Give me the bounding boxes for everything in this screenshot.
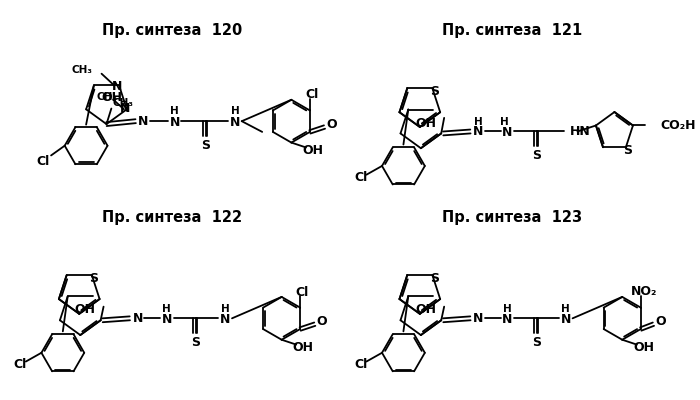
Text: N: N <box>230 116 240 129</box>
Text: OH: OH <box>415 117 436 130</box>
Text: CH₃: CH₃ <box>97 92 118 102</box>
Text: N: N <box>112 80 122 93</box>
Text: CH₃: CH₃ <box>112 98 133 108</box>
Text: N: N <box>502 313 512 326</box>
Text: S: S <box>532 149 541 162</box>
Text: Пр. синтеза  121: Пр. синтеза 121 <box>442 23 582 38</box>
Text: N: N <box>132 312 143 325</box>
Text: Cl: Cl <box>354 171 368 184</box>
Text: N: N <box>139 115 148 128</box>
Text: N: N <box>169 116 180 129</box>
Text: H: H <box>503 304 512 314</box>
Text: OH: OH <box>75 304 96 316</box>
Text: S: S <box>430 272 439 284</box>
Text: H: H <box>170 106 179 116</box>
Text: H: H <box>230 106 239 116</box>
Text: Cl: Cl <box>13 358 27 371</box>
Text: H: H <box>500 117 509 127</box>
Text: H: H <box>162 304 172 314</box>
Text: OH: OH <box>302 144 323 157</box>
Text: O: O <box>655 315 666 328</box>
Text: Cl: Cl <box>354 358 368 371</box>
Text: Пр. синтеза  122: Пр. синтеза 122 <box>102 210 242 225</box>
Text: N: N <box>162 313 172 326</box>
Text: OH: OH <box>293 341 314 354</box>
Text: S: S <box>623 144 632 157</box>
Text: S: S <box>90 272 98 284</box>
Text: S: S <box>192 336 200 349</box>
Text: CH₃: CH₃ <box>72 65 93 75</box>
Text: S: S <box>201 139 210 152</box>
Text: Cl: Cl <box>36 155 50 168</box>
Text: Пр. синтеза  123: Пр. синтеза 123 <box>442 210 582 225</box>
Text: N: N <box>561 313 571 326</box>
Text: N: N <box>502 126 512 139</box>
Text: OH: OH <box>101 90 122 104</box>
Text: N: N <box>473 312 484 325</box>
Text: HN: HN <box>570 125 590 138</box>
Text: CO₂H: CO₂H <box>660 119 696 132</box>
Text: S: S <box>532 336 541 349</box>
Text: O: O <box>316 315 327 328</box>
Text: Cl: Cl <box>295 286 309 298</box>
Text: O: O <box>326 118 337 130</box>
Text: N: N <box>473 125 484 138</box>
Text: H: H <box>474 117 482 127</box>
Text: NO₂: NO₂ <box>631 284 657 298</box>
Text: Cl: Cl <box>305 88 318 102</box>
Text: OH: OH <box>415 304 436 316</box>
Text: Пр. синтеза  120: Пр. синтеза 120 <box>102 23 242 38</box>
Text: N: N <box>220 313 230 326</box>
Text: S: S <box>430 85 439 98</box>
Text: N: N <box>120 102 130 115</box>
Text: OH: OH <box>633 341 654 354</box>
Text: H: H <box>220 304 230 314</box>
Text: H: H <box>561 304 570 314</box>
